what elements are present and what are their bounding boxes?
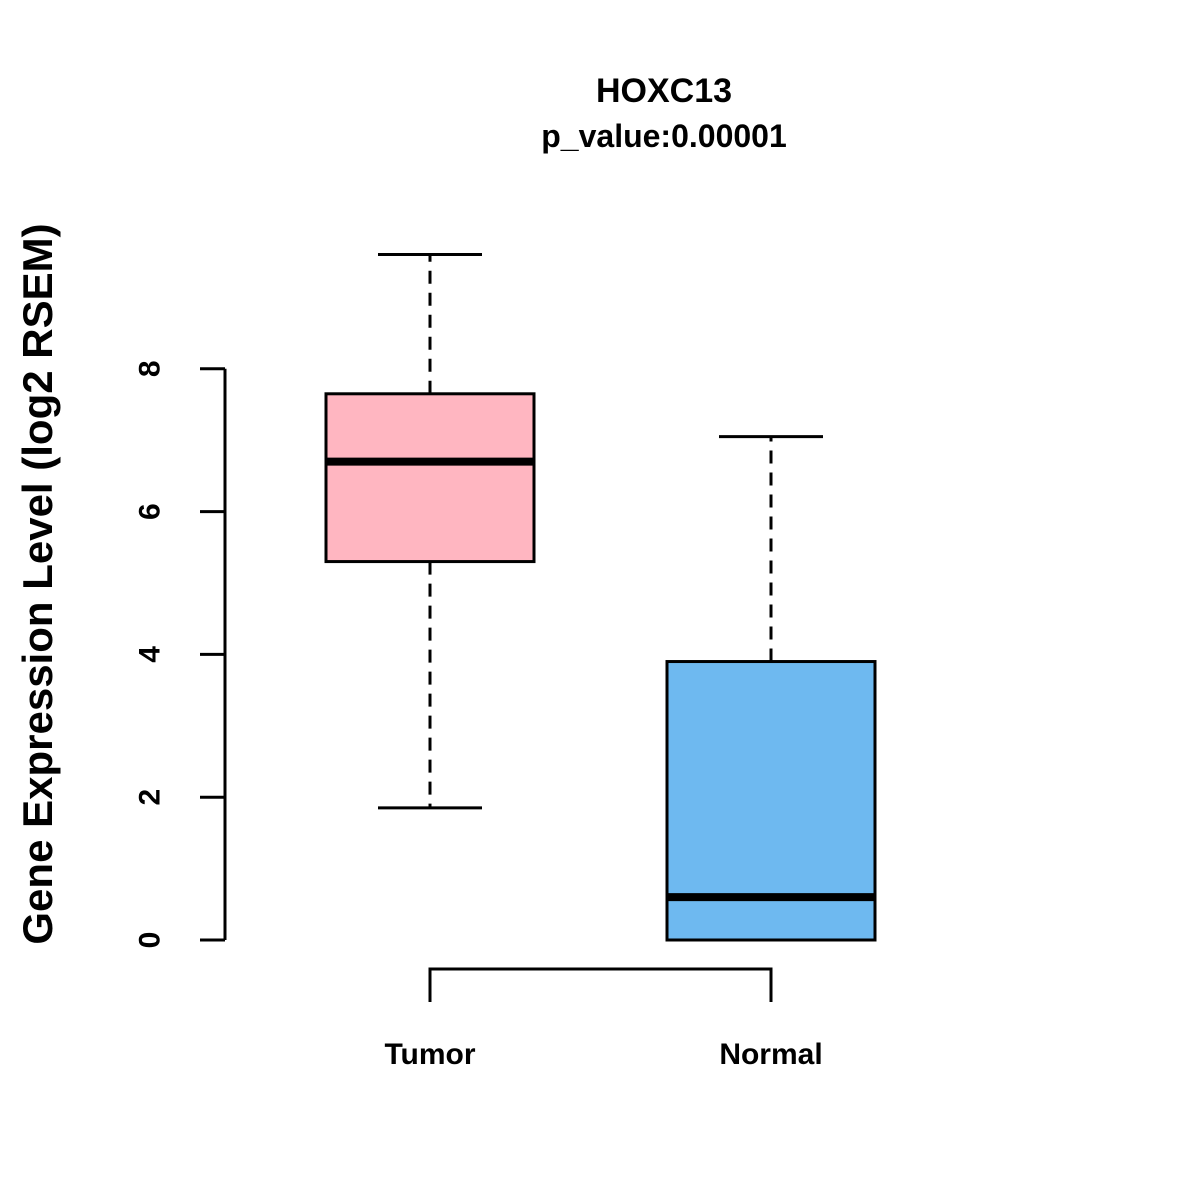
x-axis-bracket — [428, 967, 773, 1002]
box-tumor — [324, 392, 536, 564]
y-tick-label-3: 6 — [134, 503, 167, 520]
y-tick-label-1: 2 — [134, 789, 167, 806]
y-tick-label-4: 8 — [134, 360, 167, 377]
y-tick-label-0: 0 — [134, 932, 167, 949]
chart-subtitle: p_value:0.00001 — [541, 118, 787, 154]
x-label-tumor: Tumor — [384, 1038, 476, 1071]
y-tick-label-2: 4 — [134, 646, 167, 663]
x-label-normal: Normal — [719, 1038, 823, 1071]
y-axis-label: Gene Expression Level (log2 RSEM) — [14, 223, 61, 945]
chart-title: HOXC13 — [595, 72, 733, 110]
